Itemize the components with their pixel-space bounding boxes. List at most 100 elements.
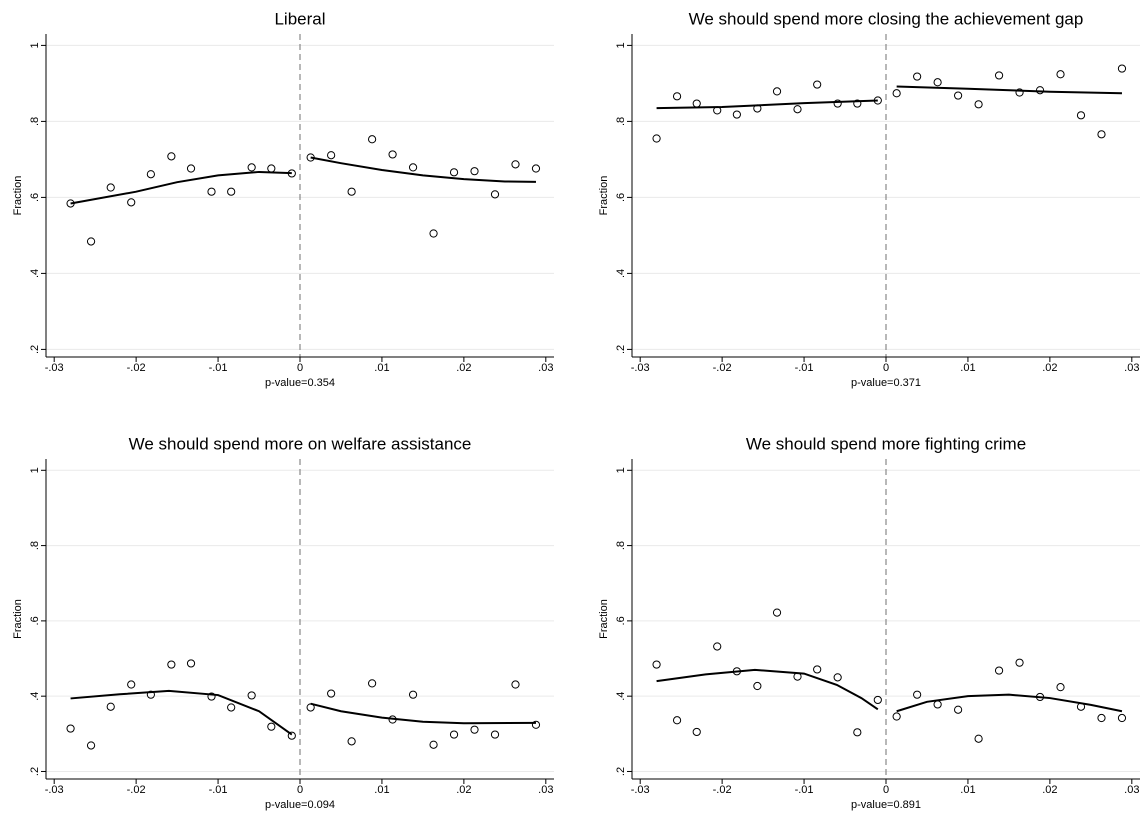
- x-tick-label: .01: [374, 362, 389, 374]
- x-tick-label: .01: [960, 784, 975, 796]
- y-axis-label: Fraction: [12, 599, 24, 639]
- x-tick-label: -.03: [631, 362, 650, 374]
- data-point: [672, 92, 682, 101]
- data-point: [892, 712, 901, 721]
- data-point: [146, 690, 155, 699]
- x-tick-label: -.01: [795, 784, 814, 796]
- data-point: [732, 667, 741, 676]
- data-point: [1117, 64, 1127, 73]
- y-tick-label: .8: [615, 541, 627, 550]
- y-axis-label: Fraction: [598, 599, 610, 639]
- x-tick-label: .02: [1042, 784, 1057, 796]
- y-tick-label: .6: [29, 193, 41, 202]
- x-tick-label: .02: [456, 784, 471, 796]
- data-point: [672, 716, 682, 725]
- data-point: [1035, 86, 1045, 95]
- y-tick-label: .6: [615, 193, 627, 202]
- y-tick-label: 1: [29, 467, 41, 473]
- data-point: [1117, 713, 1127, 723]
- data-point: [1056, 683, 1065, 692]
- data-point: [853, 728, 862, 737]
- data-point: [713, 106, 722, 115]
- data-point: [974, 100, 983, 109]
- data-point: [347, 737, 356, 746]
- data-point: [327, 689, 336, 698]
- data-point: [106, 702, 115, 711]
- y-tick-label: .8: [615, 117, 627, 126]
- data-point: [306, 153, 315, 162]
- data-point: [1015, 88, 1024, 97]
- x-tick-label: -.01: [209, 362, 228, 374]
- data-point: [753, 681, 762, 691]
- data-point: [86, 741, 96, 750]
- data-point: [692, 727, 701, 737]
- data-point: [873, 695, 882, 705]
- y-tick-label: .2: [29, 345, 41, 354]
- data-point: [127, 680, 136, 689]
- data-point: [692, 99, 701, 108]
- y-tick-label: 1: [615, 467, 627, 473]
- data-point: [994, 666, 1004, 675]
- panel: We should spend more closing the achieve…: [598, 9, 1140, 389]
- y-tick-label: .6: [29, 616, 41, 625]
- fit-line: [656, 668, 879, 711]
- fit-line: [70, 689, 293, 736]
- data-point: [207, 187, 216, 196]
- data-point: [1035, 692, 1045, 702]
- data-point: [227, 703, 236, 712]
- data-point: [388, 150, 397, 159]
- data-point: [853, 99, 862, 108]
- data-point: [913, 690, 922, 699]
- data-point: [813, 80, 822, 89]
- fit-line: [70, 170, 292, 205]
- x-tick-label: -.02: [713, 362, 732, 374]
- data-point: [127, 198, 136, 207]
- x-axis-label: p-value=0.891: [851, 799, 921, 811]
- x-tick-label: -.03: [45, 362, 64, 374]
- data-point: [66, 724, 75, 733]
- data-point: [368, 679, 377, 688]
- data-point: [186, 659, 196, 668]
- y-tick-label: .6: [615, 616, 627, 625]
- data-point: [247, 163, 256, 172]
- y-tick-label: .8: [29, 117, 41, 126]
- x-tick-label: 0: [883, 784, 889, 796]
- y-tick-label: .4: [615, 692, 627, 701]
- x-tick-label: -.01: [795, 362, 814, 374]
- panel: We should spend more on welfare assistan…: [12, 434, 554, 811]
- fit-line: [310, 156, 536, 183]
- data-point: [511, 680, 520, 689]
- x-tick-label: .02: [1042, 362, 1057, 374]
- x-tick-label: .03: [1124, 784, 1139, 796]
- data-point: [470, 725, 479, 734]
- data-point: [66, 199, 75, 208]
- panel: Liberal .2 .4 .6 .8 1 -.03 -.02 -.01 0 .01 .02 .03 p-…: [12, 9, 554, 389]
- data-point: [1076, 111, 1086, 120]
- data-point: [490, 730, 500, 739]
- data-point: [772, 608, 782, 617]
- fit-line: [310, 702, 536, 725]
- x-tick-label: -.01: [209, 784, 228, 796]
- data-point: [388, 715, 397, 724]
- data-point: [267, 164, 276, 173]
- fit-line: [656, 99, 878, 110]
- data-point: [713, 642, 722, 651]
- x-tick-label: .01: [374, 784, 389, 796]
- data-point: [167, 152, 176, 161]
- data-point: [327, 151, 336, 160]
- fit-line: [896, 693, 1123, 713]
- data-point: [470, 167, 479, 176]
- y-tick-label: .8: [29, 541, 41, 550]
- data-point: [772, 87, 782, 96]
- data-point: [531, 720, 541, 729]
- data-point: [813, 665, 822, 674]
- data-point: [227, 187, 236, 196]
- x-tick-label: 0: [297, 784, 303, 796]
- y-axis-label: Fraction: [598, 176, 610, 216]
- x-axis-label: p-value=0.094: [265, 799, 335, 811]
- chart-title: We should spend more fighting crime: [746, 434, 1026, 453]
- y-axis-label: Fraction: [12, 176, 24, 216]
- data-point: [732, 110, 741, 119]
- data-point: [408, 163, 418, 172]
